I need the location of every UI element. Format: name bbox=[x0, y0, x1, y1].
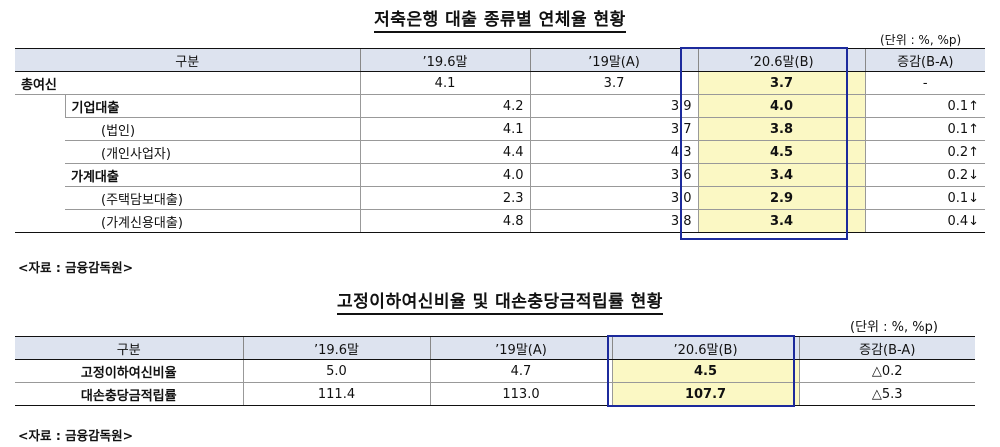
cell-change: 0.1↑ bbox=[864, 117, 986, 141]
npl-table: 구분 ’19.6말 ’19말(A) ’20.6말(B) 증감(B-A) 고정이하… bbox=[15, 336, 975, 406]
cell-value: 4.1 bbox=[359, 117, 531, 141]
header-change: 증감(B-A) bbox=[798, 336, 975, 360]
table1-unit: (단위 : %, %p) bbox=[880, 33, 962, 47]
cell-highlight: 4.5 bbox=[697, 140, 866, 164]
cell-highlight: 3.8 bbox=[697, 117, 866, 141]
row-label: 고정이하여신비율 bbox=[15, 359, 243, 383]
table2-unit: (단위 : %, %p) bbox=[850, 320, 938, 335]
header-19-end: ’19말(A) bbox=[529, 48, 699, 72]
header-category: 구분 bbox=[15, 336, 243, 360]
table2-title: 고정이하여신비율 및 대손충당금적립률 현황 bbox=[0, 287, 1000, 315]
cell-change: △0.2 bbox=[798, 359, 975, 383]
table-row: 기업대출 4.2 3.9 4.0 0.1↑ bbox=[15, 94, 986, 233]
cell-highlight: 3.4 bbox=[697, 163, 866, 187]
cell-value: 4.2 bbox=[359, 94, 531, 118]
row-label: (개인사업자) bbox=[65, 140, 361, 164]
row-label: 대손충당금적립률 bbox=[15, 382, 243, 406]
row-label: 가계대출 bbox=[65, 163, 361, 187]
cell-change: 0.1↑ bbox=[864, 94, 986, 118]
cell-value: 111.4 bbox=[242, 382, 430, 406]
header-19-end: ’19말(A) bbox=[429, 336, 612, 360]
cell-change: - bbox=[864, 71, 986, 95]
cell-value: 3.7 bbox=[529, 71, 699, 95]
table-row: 총여신 4.1 3.7 3.7 - bbox=[15, 71, 986, 95]
cell-highlight: 2.9 bbox=[697, 186, 866, 210]
cell-value: 4.7 bbox=[429, 359, 612, 383]
cell-value: 3.7 bbox=[529, 117, 699, 141]
row-label: 기업대출 bbox=[64, 94, 361, 118]
header-19-6: ’19.6말 bbox=[242, 336, 430, 360]
cell-value: 5.0 bbox=[242, 359, 430, 383]
cell-value: 4.3 bbox=[529, 140, 699, 164]
table-row: (법인) 4.1 3.7 3.8 0.1↑ bbox=[15, 117, 986, 141]
cell-value: 3.8 bbox=[529, 209, 699, 233]
indent-spacer bbox=[15, 94, 65, 233]
row-label: (법인) bbox=[65, 117, 361, 141]
cell-value: 113.0 bbox=[429, 382, 612, 406]
header-category: 구분 bbox=[15, 48, 361, 72]
header-20-6: ’20.6말(B) bbox=[611, 336, 799, 360]
table-row: (주택담보대출) 2.3 3.0 2.9 0.1↓ bbox=[15, 186, 986, 210]
header-change: 증감(B-A) bbox=[864, 48, 986, 72]
cell-highlight: 107.7 bbox=[611, 382, 799, 406]
cell-value: 3.0 bbox=[529, 186, 699, 210]
table-row: 대손충당금적립률 111.4 113.0 107.7 △5.3 bbox=[15, 382, 975, 406]
cell-value: 4.8 bbox=[359, 209, 531, 233]
row-label: (가계신용대출) bbox=[65, 209, 361, 233]
cell-value: 3.9 bbox=[529, 94, 699, 118]
cell-value: 4.0 bbox=[359, 163, 531, 187]
table-row: 가계대출 4.0 3.6 3.4 0.2↓ bbox=[15, 163, 986, 187]
cell-value: 3.6 bbox=[529, 163, 699, 187]
cell-change: 0.2↓ bbox=[864, 163, 986, 187]
row-label: (주택담보대출) bbox=[65, 186, 361, 210]
cell-change: △5.3 bbox=[798, 382, 975, 406]
header-19-6: ’19.6말 bbox=[359, 48, 531, 72]
row-label: 총여신 bbox=[15, 71, 361, 95]
table-header-row: 구분 ’19.6말 ’19말(A) ’20.6말(B) 증감(B-A) bbox=[15, 48, 986, 72]
cell-value: 4.4 bbox=[359, 140, 531, 164]
delinquency-table: 구분 ’19.6말 ’19말(A) ’20.6말(B) 증감(B-A) 총여신 … bbox=[15, 48, 986, 233]
cell-highlight: 4.0 bbox=[697, 94, 866, 118]
cell-highlight: 4.5 bbox=[611, 359, 799, 383]
table1-title: 저축은행 대출 종류별 연체율 현황 bbox=[0, 5, 1000, 33]
cell-change: 0.4↓ bbox=[864, 209, 986, 233]
cell-highlight: 3.7 bbox=[697, 71, 866, 95]
cell-value: 2.3 bbox=[359, 186, 531, 210]
table1-source: <자료 : 금융감독원> bbox=[18, 260, 134, 275]
table2-source: <자료 : 금융감독원> bbox=[18, 428, 134, 443]
header-20-6: ’20.6말(B) bbox=[697, 48, 866, 72]
table-row: (개인사업자) 4.4 4.3 4.5 0.2↑ bbox=[15, 140, 986, 164]
cell-change: 0.1↓ bbox=[864, 186, 986, 210]
cell-value: 4.1 bbox=[359, 71, 531, 95]
table-row: (가계신용대출) 4.8 3.8 3.4 0.4↓ bbox=[15, 209, 986, 233]
cell-change: 0.2↑ bbox=[864, 140, 986, 164]
cell-highlight: 3.4 bbox=[697, 209, 866, 233]
table-header-row: 구분 ’19.6말 ’19말(A) ’20.6말(B) 증감(B-A) bbox=[15, 336, 975, 360]
table-row: 고정이하여신비율 5.0 4.7 4.5 △0.2 bbox=[15, 359, 975, 383]
